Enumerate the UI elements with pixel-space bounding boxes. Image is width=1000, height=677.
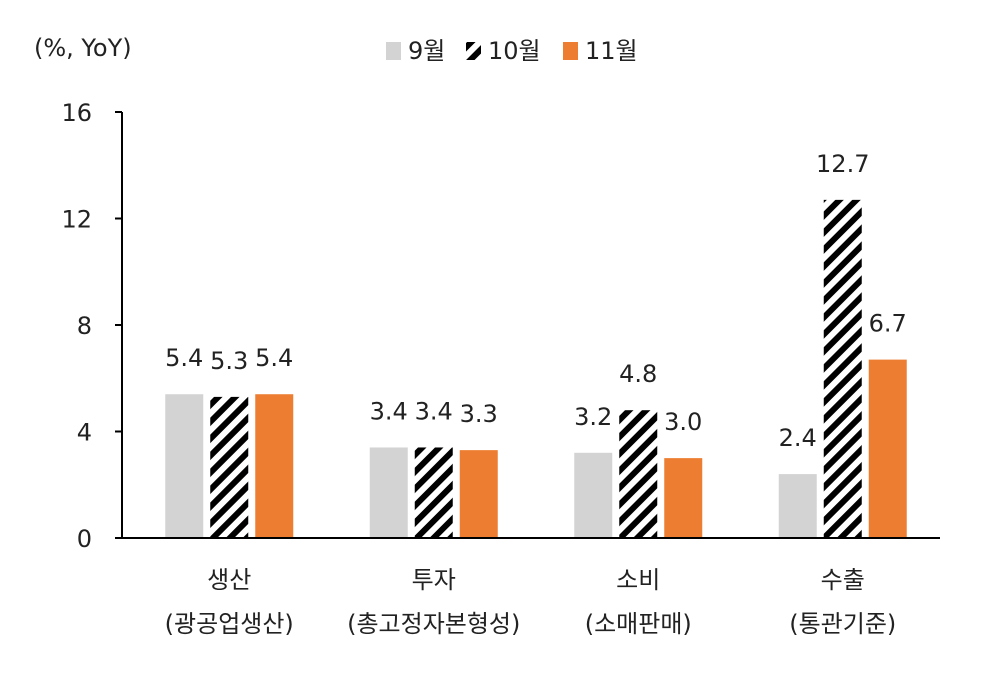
bars: 5.4 5.3 5.43.4 3.4 3.3 3.24.83.02.412.76.7 <box>165 150 907 539</box>
unit-label: (%, YoY) <box>34 34 132 62</box>
category-label: 소비 <box>616 566 660 594</box>
bar-10월-3 <box>823 199 862 539</box>
y-tick-label: 16 <box>61 99 92 127</box>
y-tick-label: 8 <box>77 312 92 340</box>
legend-swatch-10월 <box>466 42 481 60</box>
bar-9월-1 <box>369 447 408 538</box>
data-label: 3.4 <box>415 397 453 425</box>
legend-label: 10월 <box>488 37 541 65</box>
y-tick-label: 4 <box>77 419 92 447</box>
bar-10월-1 <box>414 447 453 538</box>
x-axis: 생산 (광공업생산) 투자 (총고정자본형성) 소비 (소매판매) 수출 (통관기준) <box>122 537 940 638</box>
category-sublabel: (소매판매) <box>585 610 692 638</box>
category-label: 수출 <box>821 566 865 594</box>
legend: 9월 10월 11월 <box>386 37 638 65</box>
category-sublabel: (통관기준) <box>789 610 896 638</box>
y-tick-label: 12 <box>61 206 92 234</box>
data-label: 3.0 <box>664 408 702 436</box>
data-label: 4.8 <box>619 360 657 388</box>
bar-11월-2 <box>664 458 703 538</box>
y-axis: 0 4 8 12 16 <box>61 99 123 553</box>
bar-9월-3 <box>778 474 817 538</box>
bar-10월-0 <box>210 396 249 538</box>
data-label: 2.4 <box>779 424 817 452</box>
category-label: 투자 <box>412 566 456 594</box>
category-sublabel: (광공업생산) <box>165 610 294 638</box>
bar-11월-1 <box>459 450 498 538</box>
data-label: 5.3 <box>210 347 248 375</box>
data-label: 5.4 <box>255 344 293 372</box>
category-label: 생산 <box>207 566 251 594</box>
bar-11월-3 <box>868 359 907 538</box>
legend-swatch-9월 <box>386 42 401 60</box>
bar-9월-2 <box>574 452 613 538</box>
legend-label: 9월 <box>408 37 445 65</box>
bar-11월-0 <box>255 394 294 538</box>
category-sublabel: (총고정자본형성) <box>347 610 520 638</box>
legend-label: 11월 <box>585 37 638 65</box>
data-label: 5.4 <box>165 344 203 372</box>
data-label: 6.7 <box>869 310 907 338</box>
y-tick-label: 0 <box>77 525 92 553</box>
bar-10월-2 <box>619 410 658 538</box>
data-label: 3.4 <box>370 397 408 425</box>
legend-swatch-11월 <box>563 42 578 60</box>
bar-9월-0 <box>165 394 204 538</box>
data-label: 3.2 <box>574 403 612 431</box>
data-label: 12.7 <box>816 150 869 178</box>
data-label: 3.3 <box>460 400 498 428</box>
